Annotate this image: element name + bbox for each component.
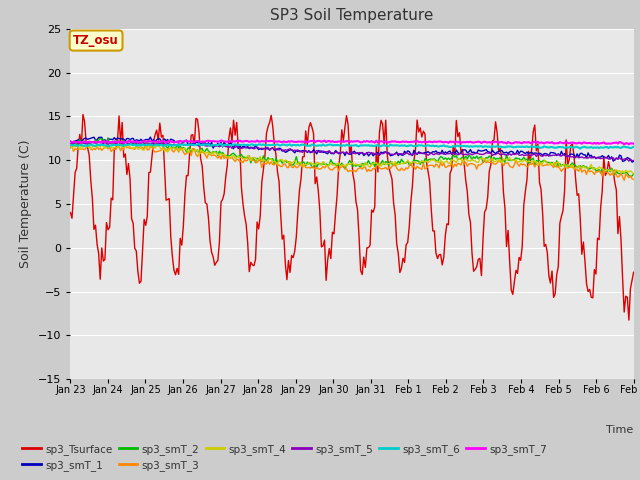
sp3_smT_1: [314, 147, 322, 153]
sp3_smT_3: [620, 178, 628, 183]
sp3_smT_5: [264, 145, 272, 151]
sp3_smT_7: [630, 141, 637, 146]
sp3_smT_7: [264, 138, 272, 144]
Text: Time: Time: [606, 425, 634, 435]
sp3_smT_1: [630, 158, 637, 164]
sp3_smT_7: [217, 138, 225, 144]
sp3_Tsurface: [314, 188, 322, 193]
sp3_smT_3: [255, 157, 262, 163]
sp3_Tsurface: [79, 111, 87, 117]
sp3_Tsurface: [236, 144, 244, 150]
sp3_smT_4: [600, 167, 607, 173]
sp3_smT_1: [147, 134, 154, 140]
sp3_smT_6: [136, 142, 143, 148]
Legend: sp3_Tsurface, sp3_smT_1, sp3_smT_2, sp3_smT_3, sp3_smT_4, sp3_smT_5, sp3_smT_6, : sp3_Tsurface, sp3_smT_1, sp3_smT_2, sp3_…: [18, 439, 551, 475]
sp3_smT_6: [602, 144, 609, 150]
sp3_smT_5: [625, 158, 633, 164]
sp3_smT_6: [630, 144, 637, 150]
sp3_smT_3: [630, 177, 637, 182]
sp3_smT_4: [264, 158, 272, 164]
sp3_smT_2: [627, 174, 634, 180]
sp3_Tsurface: [600, 154, 607, 159]
sp3_smT_6: [314, 143, 322, 148]
sp3_smT_1: [67, 139, 74, 144]
sp3_smT_7: [136, 140, 143, 145]
sp3_smT_7: [314, 138, 322, 144]
sp3_smT_3: [264, 158, 272, 164]
sp3_smT_2: [264, 155, 272, 160]
sp3_smT_1: [264, 146, 272, 152]
sp3_smT_5: [600, 156, 607, 161]
sp3_smT_4: [255, 156, 262, 162]
sp3_smT_2: [236, 152, 244, 158]
sp3_smT_7: [255, 139, 262, 144]
sp3_smT_5: [109, 138, 116, 144]
sp3_smT_2: [67, 145, 74, 151]
sp3_smT_5: [314, 149, 322, 155]
sp3_smT_5: [236, 145, 244, 151]
sp3_Tsurface: [255, 226, 262, 232]
sp3_smT_2: [104, 135, 112, 141]
sp3_smT_3: [314, 166, 322, 172]
sp3_smT_7: [625, 142, 633, 147]
sp3_smT_2: [600, 167, 607, 173]
sp3_smT_1: [236, 143, 244, 148]
Line: sp3_smT_4: sp3_smT_4: [70, 144, 634, 174]
sp3_smT_4: [137, 144, 145, 150]
sp3_smT_7: [67, 138, 74, 144]
sp3_smT_7: [600, 140, 607, 145]
Line: sp3_smT_7: sp3_smT_7: [70, 141, 634, 144]
sp3_smT_4: [314, 159, 322, 165]
sp3_smT_6: [577, 146, 584, 152]
sp3_smT_5: [255, 145, 262, 151]
sp3_Tsurface: [264, 123, 272, 129]
sp3_smT_5: [630, 157, 637, 163]
sp3_smT_2: [137, 142, 145, 147]
sp3_smT_4: [67, 143, 74, 149]
sp3_smT_2: [314, 161, 322, 167]
sp3_smT_1: [628, 159, 636, 165]
Line: sp3_smT_1: sp3_smT_1: [70, 137, 634, 162]
sp3_smT_3: [600, 168, 607, 174]
Line: sp3_smT_6: sp3_smT_6: [70, 144, 634, 149]
sp3_smT_7: [236, 138, 244, 144]
sp3_smT_5: [137, 140, 145, 145]
Y-axis label: Soil Temperature (C): Soil Temperature (C): [19, 140, 33, 268]
sp3_smT_6: [195, 141, 203, 147]
sp3_smT_6: [255, 142, 262, 147]
sp3_smT_5: [67, 141, 74, 147]
sp3_smT_6: [236, 142, 244, 148]
sp3_smT_1: [600, 154, 607, 160]
Title: SP3 Soil Temperature: SP3 Soil Temperature: [270, 9, 434, 24]
sp3_smT_3: [236, 159, 244, 165]
sp3_Tsurface: [137, 278, 145, 284]
sp3_smT_3: [142, 140, 150, 145]
sp3_Tsurface: [67, 210, 74, 216]
sp3_smT_1: [136, 138, 143, 144]
sp3_Tsurface: [630, 269, 637, 275]
sp3_smT_1: [255, 147, 262, 153]
sp3_smT_2: [255, 156, 262, 162]
sp3_smT_2: [630, 171, 637, 177]
Text: TZ_osu: TZ_osu: [73, 34, 119, 47]
Line: sp3_smT_2: sp3_smT_2: [70, 138, 634, 177]
sp3_smT_3: [136, 144, 143, 150]
sp3_Tsurface: [625, 317, 633, 323]
Line: sp3_smT_5: sp3_smT_5: [70, 141, 634, 161]
sp3_smT_3: [67, 145, 74, 151]
sp3_smT_4: [116, 141, 124, 147]
sp3_smT_6: [67, 142, 74, 148]
Line: sp3_smT_3: sp3_smT_3: [70, 143, 634, 180]
sp3_smT_6: [264, 142, 272, 148]
Line: sp3_Tsurface: sp3_Tsurface: [70, 114, 634, 320]
sp3_smT_4: [630, 171, 637, 177]
sp3_smT_4: [236, 155, 244, 160]
